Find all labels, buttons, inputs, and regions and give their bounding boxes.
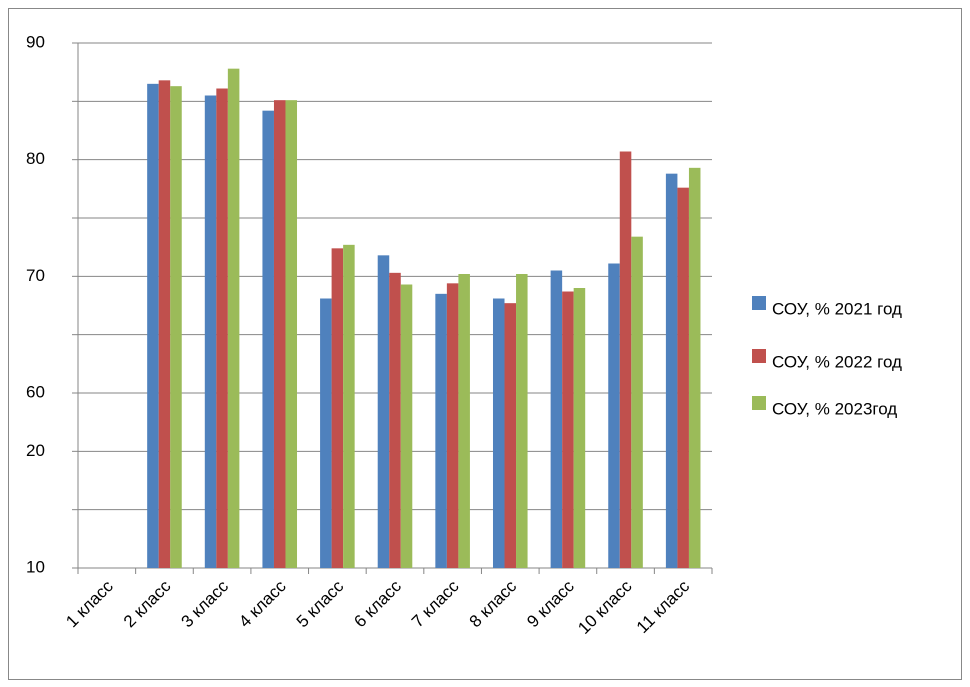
bar [273,100,286,569]
x-tick-label: 7 класс [408,576,463,631]
bar [147,83,159,568]
bar [688,167,701,569]
x-tick-label: 10 класс [574,576,636,638]
bar [608,263,620,568]
y-tick-label: 80 [26,149,45,168]
legend-label: СОУ, % 2023год [772,399,897,418]
x-tick-label: 1 класс [62,576,117,631]
x-tick-label: 9 класс [523,576,578,631]
bar [343,244,355,569]
bar [562,291,574,568]
bar [446,283,459,568]
bar [550,270,563,568]
bar [665,173,678,568]
bar [170,86,182,569]
bar [216,88,228,568]
y-tick-label: 20 [26,441,45,460]
bar [377,255,390,569]
bar [677,187,689,568]
legend-swatch [752,296,766,310]
x-tick-label: 4 класс [235,576,290,631]
chart-border [8,8,962,680]
bar [227,68,240,569]
bar [492,298,505,568]
x-tick-label: 3 класс [178,576,233,631]
bar [631,236,643,568]
y-tick-label: 70 [26,266,45,285]
bar [400,284,413,568]
bar [331,248,344,569]
bar [158,80,171,568]
bar [435,293,447,568]
x-tick-label: 2 класс [120,576,175,631]
bar [458,274,470,568]
x-tick-label: 5 класс [293,576,348,631]
x-tick-label: 8 класс [466,576,521,631]
bar [504,303,517,568]
y-tick-label: 60 [26,382,45,401]
x-tick-label: 11 класс [633,576,694,637]
bar [262,110,274,569]
bar [204,95,217,568]
bar [619,151,632,568]
y-tick-label: 90 [26,32,45,51]
y-tick-label: 10 [26,557,45,576]
x-tick-label: 6 класс [350,576,405,631]
legend-swatch [752,349,766,363]
bar [573,288,586,568]
legend-swatch [752,396,766,410]
bar [285,100,298,569]
bar [389,272,401,568]
legend-label: СОУ, % 2021 год [772,299,902,318]
bar [320,298,332,568]
bar [516,274,528,568]
legend-label: СОУ, % 2022 год [772,352,902,371]
